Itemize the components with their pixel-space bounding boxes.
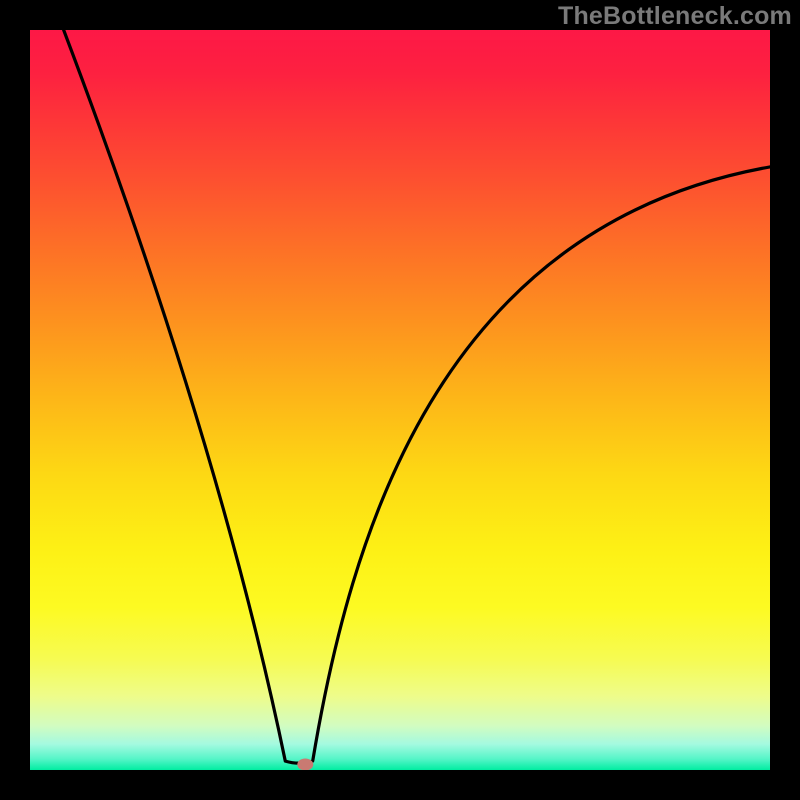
- chart-background: [30, 30, 770, 770]
- bottleneck-chart: [30, 30, 770, 770]
- watermark-text: TheBottleneck.com: [558, 2, 792, 31]
- chart-frame: TheBottleneck.com: [0, 0, 800, 800]
- optimum-marker: [297, 758, 313, 770]
